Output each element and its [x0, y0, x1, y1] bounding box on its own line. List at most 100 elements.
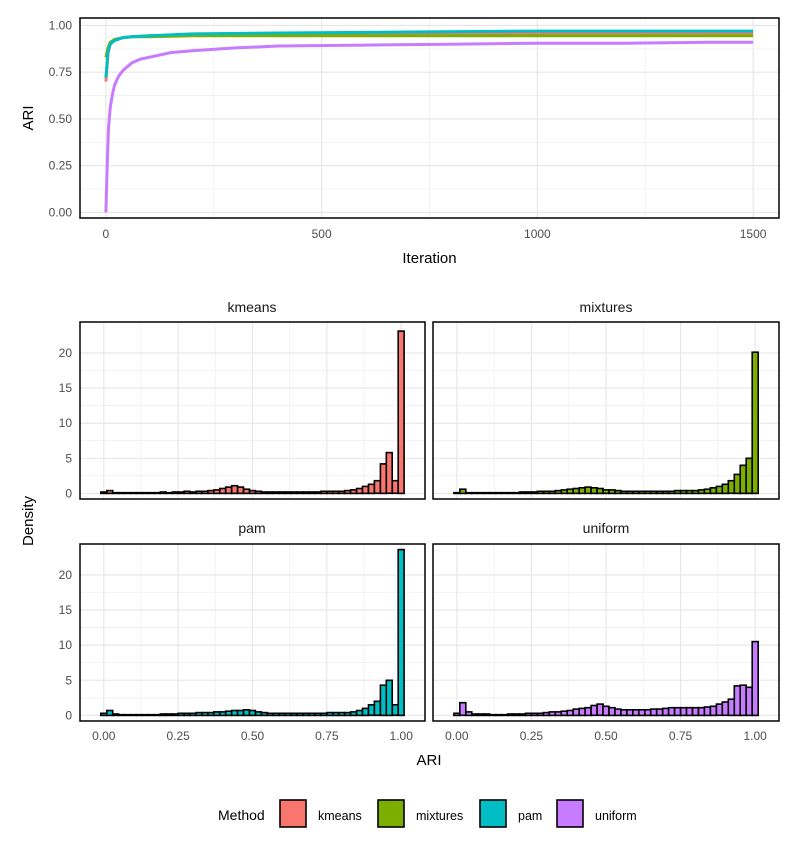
histogram-bar-uniform: [560, 710, 569, 717]
line-chart-y-tick-label: 0.75: [49, 65, 73, 79]
histogram-bar-kmeans: [219, 487, 227, 495]
histogram-bar-mixtures: [476, 491, 485, 495]
histogram-bar-kmeans: [123, 491, 132, 495]
histogram-bar-kmeans: [343, 489, 352, 495]
histogram-bar-pam: [373, 700, 382, 717]
histogram-bar-kmeans: [153, 491, 162, 495]
histogram-bar-uniform: [697, 706, 706, 717]
histogram-bar-mixtures: [703, 488, 712, 495]
facet-y-tick-label: 20: [59, 568, 73, 582]
facet-pam: pam 0.00 0.25 0.50 0.75 1.00 0 5 10 15 20: [59, 520, 426, 743]
line-chart-y-tick-label: 0.25: [49, 159, 73, 173]
legend-label-kmeans: kmeans: [318, 809, 362, 823]
histogram-bar-pam: [254, 711, 263, 717]
histogram-bar-mixtures: [596, 487, 604, 495]
histogram-bar-kmeans: [331, 490, 340, 495]
line-chart-x-tick-label: 0: [103, 227, 110, 241]
histogram-bar-pam: [302, 712, 310, 717]
histogram-bar-kmeans: [100, 491, 108, 495]
facet-x-tick-label: 1.00: [743, 729, 767, 743]
histogram-bar-kmeans: [195, 490, 203, 495]
histogram-bar-kmeans: [129, 491, 138, 495]
histogram-bar-uniform: [548, 711, 557, 717]
histogram-bar-uniform: [667, 706, 676, 717]
histogram-bar-pam: [207, 711, 215, 717]
facet-y-tick-label: 20: [59, 346, 73, 360]
line-series-pam: [104, 29, 754, 78]
line-chart-y-tick-label: 0.50: [49, 112, 73, 126]
histogram-bar-kmeans: [207, 489, 215, 495]
histogram-bar-mixtures: [482, 491, 491, 495]
histogram-bar-mixtures: [697, 489, 706, 495]
facet-x-tick-label: 0.50: [241, 729, 265, 743]
histogram-bar-uniform: [566, 709, 575, 717]
histogram-bar-uniform: [721, 701, 730, 717]
histogram-bar-mixtures: [560, 489, 569, 495]
histogram-bar-kmeans: [141, 491, 150, 495]
histogram-bar-mixtures: [691, 489, 700, 495]
histogram-bar-kmeans: [385, 451, 393, 495]
histogram-bar-pam: [242, 708, 251, 717]
histogram-bar-pam: [201, 711, 209, 717]
histogram-bar-mixtures: [685, 489, 694, 495]
histogram-bar-uniform: [673, 706, 682, 717]
facet-y-tick-label: 10: [59, 638, 73, 652]
histogram-bar-mixtures: [584, 486, 592, 495]
histogram-bar-pam: [379, 684, 388, 717]
histogram-bar-mixtures: [500, 491, 509, 495]
histogram-bar-kmeans: [355, 487, 364, 495]
histogram-bar-kmeans: [302, 491, 310, 495]
histogram-bar-kmeans: [189, 491, 197, 495]
histogram-bar-pam: [165, 713, 174, 717]
legend-label-uniform: uniform: [595, 809, 637, 823]
histogram-bar-kmeans: [260, 491, 269, 495]
histogram-bar-pam: [135, 713, 144, 717]
facet-y-tick-label: 15: [59, 603, 73, 617]
histogram-bar-mixtures: [470, 491, 479, 495]
histogram-bar-kmeans: [165, 491, 174, 495]
histogram-bar-uniform: [614, 708, 622, 717]
facet-title: kmeans: [227, 299, 276, 315]
histogram-bar-mixtures: [494, 491, 503, 495]
legend-title: Method: [218, 807, 265, 823]
facet-y-tick-label: 0: [65, 708, 72, 722]
legend-label-pam: pam: [518, 809, 542, 823]
line-chart-y-axis-title: ARI: [20, 105, 37, 130]
histogram-bar-pam: [308, 712, 316, 717]
histogram-bar-uniform: [536, 712, 545, 717]
histogram-bar-pam: [260, 711, 269, 717]
histogram-bar-kmeans: [230, 484, 239, 495]
line-chart: 0 500 1000 1500 0.00 0.25 0.50 0.75 1.00 Iteratio…: [20, 17, 780, 267]
histogram-bar-kmeans: [248, 489, 257, 495]
histogram-bar-mixtures: [643, 490, 652, 495]
histogram-bar-pam: [343, 711, 352, 717]
histogram-bar-pam: [326, 711, 334, 717]
histogram-bar-mixtures: [655, 490, 664, 495]
histogram-bar-uniform: [584, 706, 592, 717]
histogram-bar-uniform: [470, 713, 479, 717]
line-chart-x-tick-label: 1000: [524, 227, 551, 241]
histogram-bar-pam: [219, 711, 227, 717]
facet-x-tick-label: 0.50: [594, 729, 618, 743]
histogram-bar-uniform: [494, 713, 503, 717]
facet-frame: [432, 321, 780, 500]
histogram-bar-pam: [171, 713, 179, 717]
line-chart-x-tick-label: 1500: [740, 227, 767, 241]
histogram-bar-pam: [320, 712, 328, 717]
histogram-bar-kmeans: [147, 491, 156, 495]
facet-y-tick-label: 5: [65, 451, 72, 465]
histogram-bar-pam: [296, 712, 304, 717]
line-chart-x-tick-label: 500: [312, 227, 332, 241]
histogram-bar-pam: [147, 713, 156, 717]
histogram-bar-pam: [213, 711, 221, 717]
histogram-bar-pam: [100, 712, 108, 717]
histogram-bar-uniform: [643, 708, 652, 717]
histogram-bar-uniform: [679, 706, 688, 717]
histogram-bar-kmeans: [296, 491, 304, 495]
facet-frame: [79, 543, 426, 722]
histogram-bar-uniform: [476, 713, 485, 717]
histogram-bar-kmeans: [242, 488, 251, 495]
histogram-bar-uniform: [745, 686, 754, 717]
histogram-bar-mixtures: [458, 488, 467, 495]
histogram-bar-pam: [397, 548, 405, 717]
